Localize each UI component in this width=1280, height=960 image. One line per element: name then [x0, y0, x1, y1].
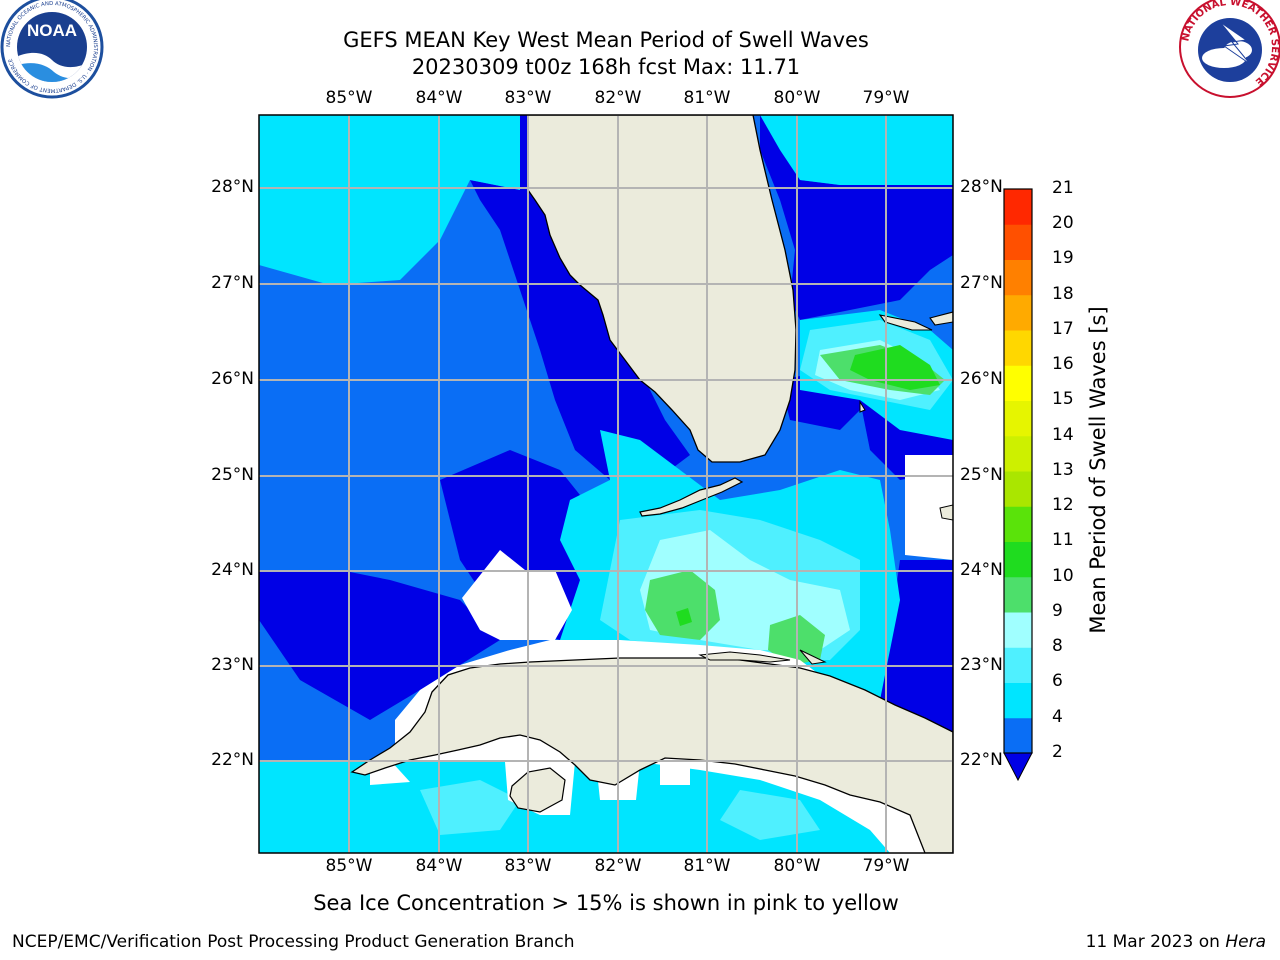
lon-label-top: 82°W: [594, 88, 642, 108]
lon-label-top: 79°W: [862, 88, 910, 108]
colorbar-segment: [1004, 294, 1032, 331]
colorbar-tick-label: 14: [1052, 425, 1074, 445]
colorbar-frame: [1003, 188, 1033, 754]
colorbar-title: Mean Period of Swell Waves [s]: [1086, 306, 1110, 634]
colorbar-segment: [1004, 717, 1032, 754]
nws-logo: NATIONAL WEATHER SERVICE: [1179, 0, 1280, 98]
colorbar-segment: [1004, 259, 1032, 296]
footer-date-text: 11 Mar 2023 on: [1085, 932, 1226, 952]
colorbar-tick-label: 21: [1052, 178, 1074, 198]
colorbar-tick-label: 20: [1052, 213, 1074, 233]
lon-label-top: 81°W: [683, 88, 731, 108]
lat-label-right: 24°N: [960, 560, 1003, 580]
lat-label-left: 23°N: [211, 655, 254, 675]
colorbar-segment: [1004, 506, 1032, 542]
lon-label-top: 80°W: [773, 88, 821, 108]
lat-label-right: 28°N: [960, 177, 1003, 197]
lon-label-bottom: 80°W: [773, 856, 821, 876]
footer-credit: NCEP/EMC/Verification Post Processing Pr…: [12, 932, 575, 952]
footer-host: Hera: [1225, 932, 1266, 952]
colorbar-segment: [1004, 189, 1032, 225]
lat-label-left: 24°N: [211, 560, 254, 580]
colorbar-segment: [1004, 365, 1032, 401]
lon-label-bottom: 85°W: [325, 856, 373, 876]
lon-label-bottom: 79°W: [862, 856, 910, 876]
colorbar-segment: [1004, 471, 1032, 507]
lat-label-right: 27°N: [960, 273, 1003, 293]
colorbar-segment: [1004, 400, 1032, 437]
lon-label-bottom: 82°W: [594, 856, 642, 876]
map-frame: [258, 114, 954, 854]
lat-label-right: 25°N: [960, 465, 1003, 485]
colorbar-tick-label: 11: [1052, 530, 1074, 550]
lat-label-right: 26°N: [960, 369, 1003, 389]
colorbar-segment: [1004, 576, 1032, 613]
chart-subtitle: 20230309 t00z 168h fcst Max: 11.71: [411, 55, 801, 79]
colorbar: [1003, 188, 1033, 782]
colorbar-segment: [1004, 612, 1032, 648]
colorbar-tick-label: 12: [1052, 495, 1074, 515]
colorbar-segment: [1004, 682, 1032, 719]
colorbar-segment: [1004, 541, 1032, 578]
lat-label-left: 25°N: [211, 465, 254, 485]
lat-label-left: 27°N: [211, 273, 254, 293]
lat-label-right: 23°N: [960, 655, 1003, 675]
lon-label-top: 85°W: [325, 88, 373, 108]
colorbar-tick-label: 15: [1052, 389, 1074, 409]
lat-label-left: 26°N: [211, 369, 254, 389]
colorbar-tick-label: 6: [1052, 671, 1063, 691]
noaa-text: NOAA: [27, 21, 77, 40]
colorbar-tick-label: 8: [1052, 636, 1063, 656]
lon-label-bottom: 84°W: [415, 856, 463, 876]
lon-label-bottom: 83°W: [504, 856, 552, 876]
swell-period-map: [259, 115, 953, 853]
colorbar-tick-label: 13: [1052, 460, 1074, 480]
sea-ice-note: Sea Ice Concentration > 15% is shown in …: [313, 891, 899, 915]
colorbar-tick-label: 19: [1052, 248, 1074, 268]
lat-label-left: 22°N: [211, 750, 254, 770]
lat-label-left: 28°N: [211, 177, 254, 197]
colorbar-tick-label: 17: [1052, 319, 1074, 339]
colorbar-segment: [1004, 330, 1032, 366]
chart-title: GEFS MEAN Key West Mean Period of Swell …: [343, 28, 869, 52]
lon-label-top: 83°W: [504, 88, 552, 108]
colorbar-tick-label: 4: [1052, 707, 1063, 727]
colorbar-tick-label: 2: [1052, 742, 1063, 762]
colorbar-tick-label: 9: [1052, 601, 1063, 621]
noaa-logo: NOAA NATIONAL OCEANIC AND ATMOSPHERIC AD…: [0, 0, 104, 99]
lon-label-bottom: 81°W: [683, 856, 731, 876]
colorbar-tick-label: 10: [1052, 566, 1074, 586]
colorbar-tick-label: 16: [1052, 354, 1074, 374]
lat-label-right: 22°N: [960, 750, 1003, 770]
colorbar-segment: [1004, 224, 1032, 260]
colorbar-segment: [1004, 647, 1032, 683]
colorbar-tick-label: 18: [1052, 284, 1074, 304]
map-graticule: [259, 115, 953, 853]
colorbar-segment: [1004, 435, 1032, 472]
footer-date: 11 Mar 2023 on Hera: [1086, 932, 1266, 952]
lon-label-top: 84°W: [415, 88, 463, 108]
